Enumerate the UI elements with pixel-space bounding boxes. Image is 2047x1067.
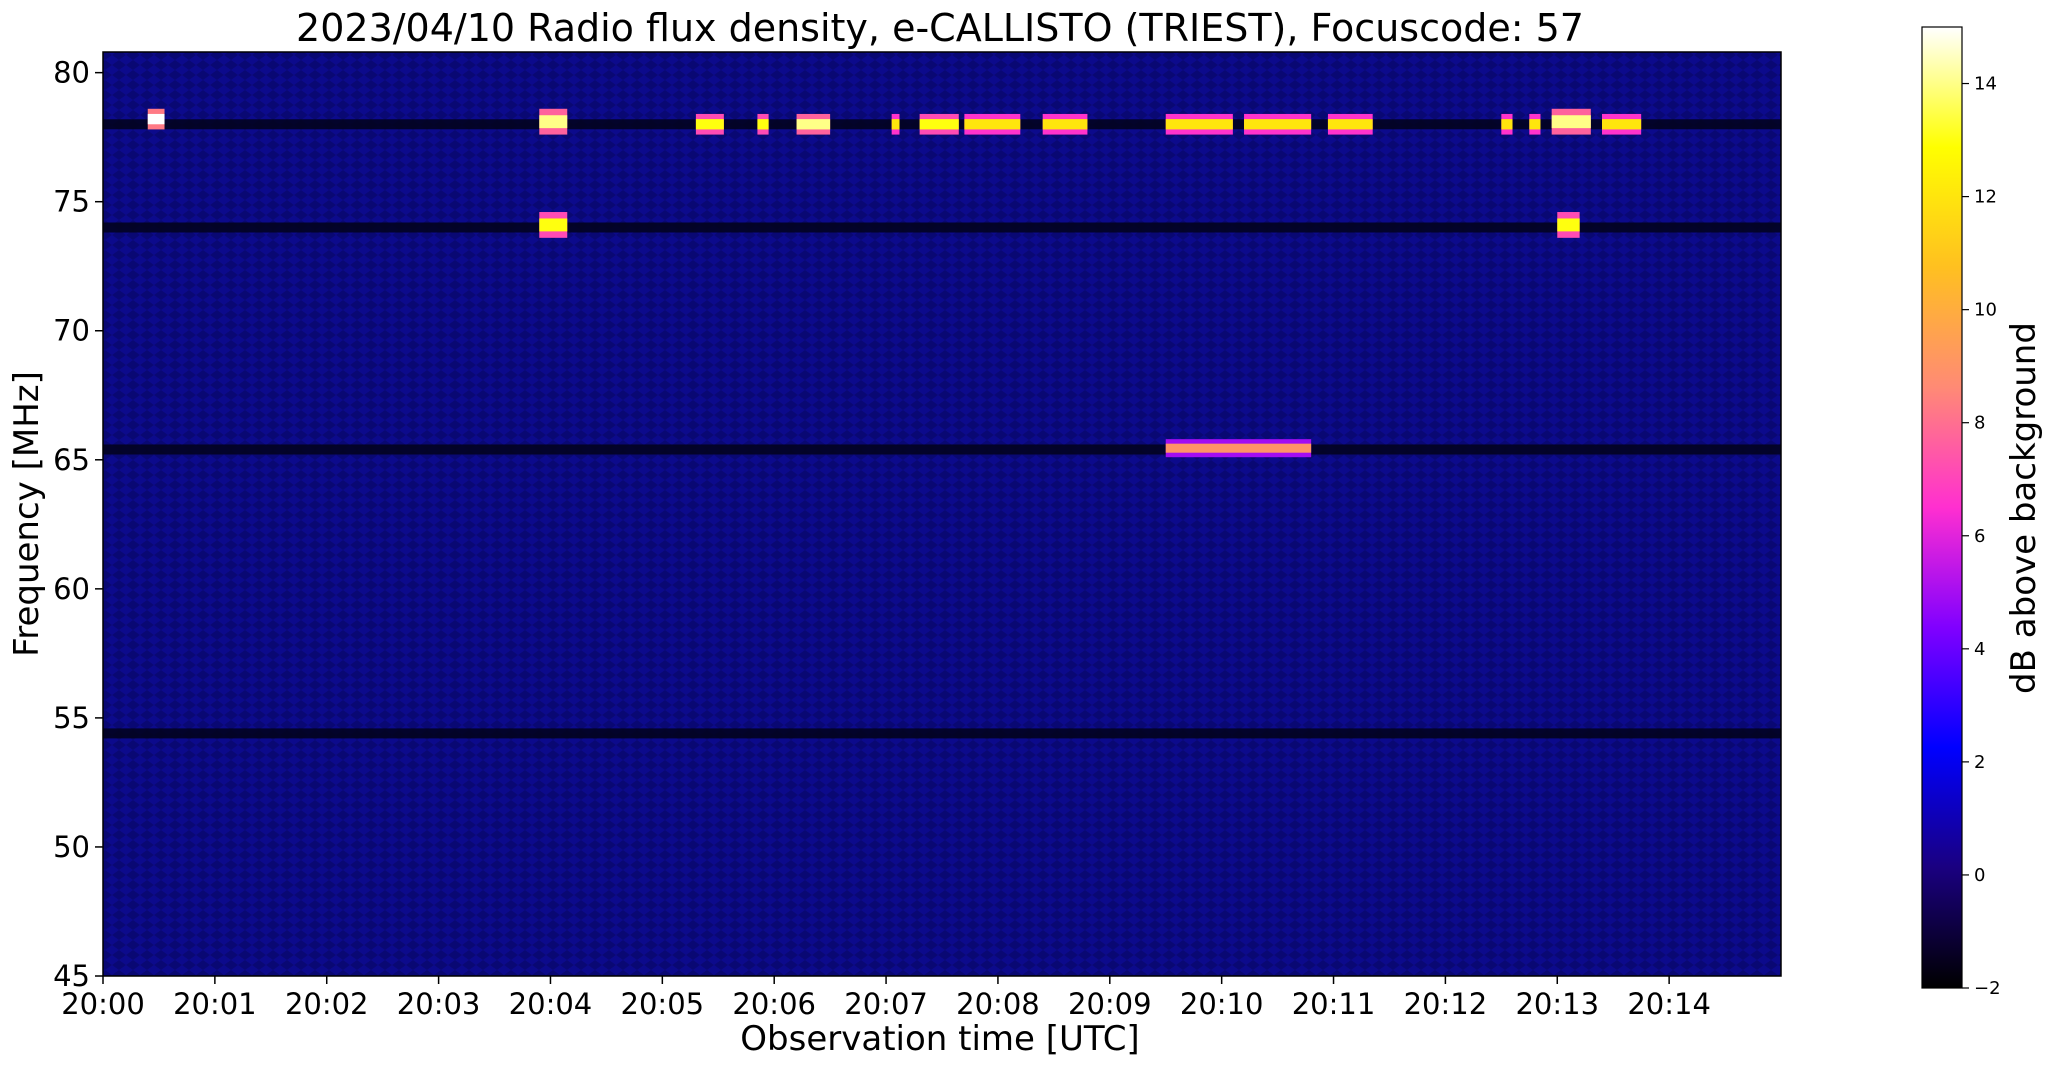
- burst: [1557, 218, 1580, 232]
- y-tick-label: 45: [53, 959, 90, 993]
- burst: [891, 119, 900, 130]
- burst: [1501, 119, 1513, 130]
- x-tick-label: 20:08: [956, 987, 1040, 1021]
- burst: [147, 113, 165, 125]
- dark-band: [103, 728, 1781, 739]
- colorbar-tick-label: 2: [1974, 752, 1985, 773]
- x-tick-label: 20:03: [397, 987, 481, 1021]
- y-tick-label: 65: [53, 443, 90, 477]
- x-axis-label: Observation time [UTC]: [740, 1019, 1139, 1059]
- plot-frame: [102, 51, 1782, 977]
- x-tick-label: 20:13: [1515, 987, 1599, 1021]
- colorbar-tick-label: −2: [1974, 978, 2001, 999]
- y-tick-label: 70: [53, 314, 90, 348]
- y-tick-label: 60: [53, 572, 90, 606]
- burst: [1529, 119, 1541, 130]
- x-tick-label: 20:04: [509, 987, 593, 1021]
- burst: [695, 119, 724, 130]
- x-tick-label: 20:05: [621, 987, 705, 1021]
- x-tick-label: 20:01: [173, 987, 257, 1021]
- burst: [1327, 119, 1373, 130]
- colorbar: −2 0 2 4 6 8 10 12 14 dB above background: [1921, 26, 2044, 999]
- y-axis: 45 50 55 60 65 70 75 80: [53, 56, 103, 993]
- y-tick-label: 80: [53, 56, 90, 90]
- y-tick-label: 55: [53, 701, 90, 735]
- radio-bursts: [147, 108, 1642, 458]
- x-tick-label: 20:11: [1292, 987, 1376, 1021]
- burst: [1602, 119, 1642, 130]
- burst: [539, 115, 568, 129]
- dark-band: [103, 222, 1781, 233]
- dark-band: [103, 444, 1781, 455]
- colorbar-tick-label: 8: [1974, 413, 1985, 434]
- burst: [1042, 119, 1088, 130]
- x-tick-label: 20:00: [61, 987, 145, 1021]
- colorbar-tick-label: 12: [1974, 187, 1997, 208]
- x-axis: 20:00 20:01 20:02 20:03 20:04 20:05 20:06 20:07…: [61, 976, 1711, 1021]
- burst: [1165, 443, 1312, 453]
- y-tick-label: 75: [53, 185, 90, 219]
- spectrogram-texture: [103, 52, 1781, 976]
- x-tick-label: 20:07: [844, 987, 928, 1021]
- plot-area: [102, 51, 1782, 977]
- colorbar-scale: [1921, 26, 1963, 989]
- colorbar-tick-label: 6: [1974, 526, 1985, 547]
- burst: [757, 119, 769, 130]
- x-tick-label: 20:10: [1180, 987, 1264, 1021]
- colorbar-tick-label: 14: [1974, 74, 1997, 95]
- burst: [1165, 119, 1233, 130]
- colorbar-tick-label: 0: [1974, 865, 1985, 886]
- colorbar-label: dB above background: [2004, 322, 2044, 694]
- chart-title: 2023/04/10 Radio flux density, e-CALLIST…: [296, 6, 1584, 50]
- burst: [1551, 115, 1591, 129]
- x-tick-label: 20:02: [285, 987, 369, 1021]
- x-tick-label: 20:09: [1068, 987, 1152, 1021]
- colorbar-tick-label: 10: [1974, 300, 1997, 321]
- y-axis-label: Frequency [MHz]: [7, 371, 47, 657]
- x-tick-label: 20:12: [1404, 987, 1488, 1021]
- burst: [964, 119, 1021, 130]
- x-tick-label: 20:14: [1627, 987, 1711, 1021]
- burst: [539, 218, 568, 232]
- x-tick-label: 20:06: [732, 987, 816, 1021]
- burst: [919, 119, 959, 130]
- burst: [1244, 119, 1312, 130]
- colorbar-tick-label: 4: [1974, 639, 1985, 660]
- colorbar-ticks: −2 0 2 4 6 8 10 12 14: [1962, 74, 2001, 999]
- burst: [796, 119, 831, 130]
- y-tick-label: 50: [53, 830, 90, 864]
